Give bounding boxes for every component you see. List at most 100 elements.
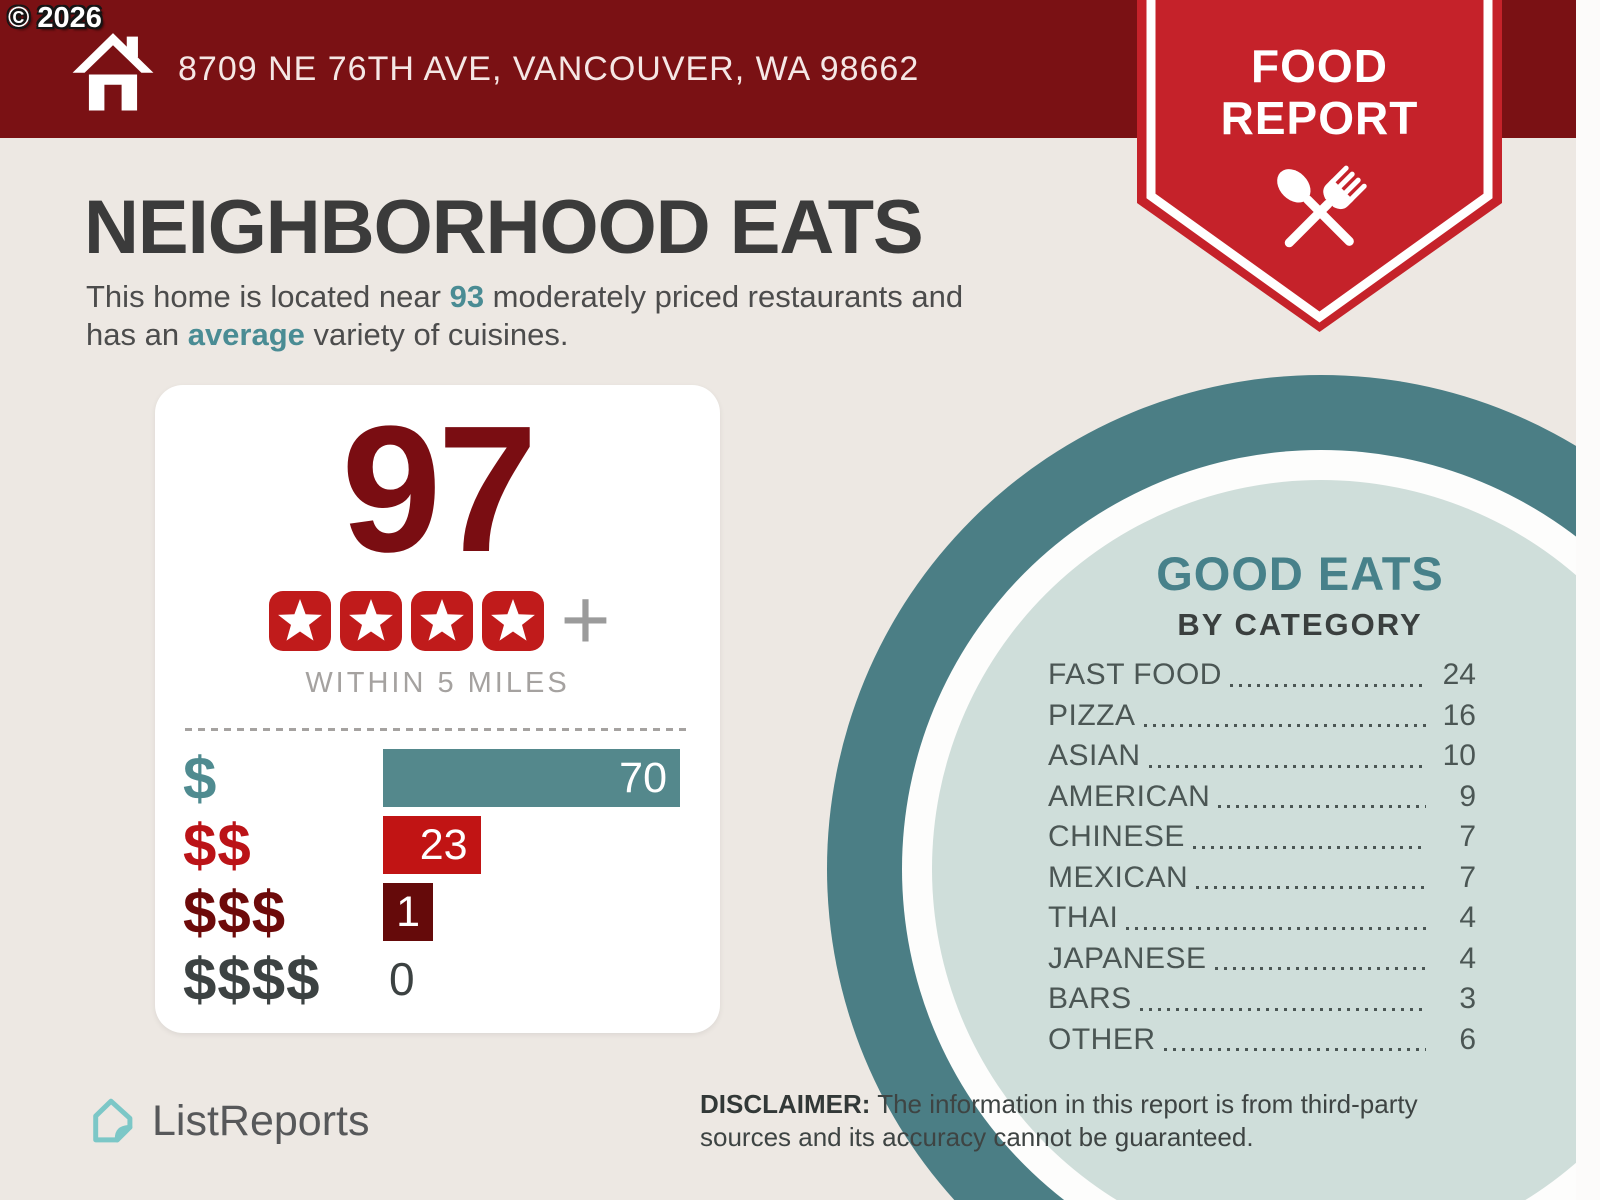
- category-row: JAPANESE 4: [1048, 939, 1476, 980]
- price-label: $$$: [183, 878, 287, 946]
- dotted-leader: [1192, 845, 1426, 849]
- dotted-leader: [1163, 1048, 1426, 1051]
- category-label: CHINESE: [1048, 820, 1185, 854]
- home-icon: [70, 26, 156, 116]
- good-eats-heading: GOOD EATS BY CATEGORY: [1100, 546, 1500, 643]
- category-row: MEXICAN 7: [1048, 858, 1476, 899]
- category-row: FAST FOOD 24: [1048, 655, 1476, 696]
- category-row: ASIAN 10: [1048, 736, 1476, 777]
- disclaimer-text: The information in this report is from t…: [700, 1089, 1418, 1152]
- star-icon: [268, 588, 332, 652]
- dotted-leader: [1126, 926, 1426, 930]
- category-value: 6: [1459, 1022, 1476, 1056]
- disclaimer: DISCLAIMER: The information in this repo…: [700, 1088, 1470, 1154]
- good-eats-subtitle: BY CATEGORY: [1177, 607, 1423, 642]
- dotted-leader: [1139, 1007, 1426, 1011]
- category-label: BARS: [1048, 982, 1132, 1016]
- intro-subtitle: This home is located near 93 moderately …: [86, 278, 1116, 354]
- dotted-leader: [1143, 724, 1426, 727]
- category-label: THAI: [1048, 901, 1119, 935]
- category-label: FAST FOOD: [1048, 658, 1222, 692]
- bar-zone: 70 70: [383, 749, 692, 807]
- radius-label: WITHIN 5 MILES: [305, 667, 570, 699]
- star-icon: [339, 588, 403, 652]
- dotted-leader: [1214, 967, 1426, 970]
- plus-sign: +: [560, 572, 611, 668]
- category-list: FAST FOOD 24 PIZZA 16 ASIAN 10 AMERICAN …: [1048, 655, 1476, 1060]
- dotted-leader: [1218, 805, 1426, 808]
- page-title: NEIGHBORHOOD EATS: [84, 185, 924, 270]
- restaurant-count: 93: [449, 279, 485, 314]
- badge-line2: REPORT: [1220, 92, 1419, 144]
- star-icon: [481, 588, 545, 652]
- dashed-divider: [185, 728, 690, 731]
- copyright-text: © 2026: [8, 2, 102, 34]
- zero-value: 0: [389, 953, 415, 1005]
- price-label: $: [183, 744, 218, 812]
- price-bar-chart: $ 70 70 $$ 23 23 $$$ 1 1: [155, 745, 720, 1013]
- star-tiles: [264, 588, 548, 652]
- category-label: PIZZA: [1048, 698, 1136, 732]
- category-value: 16: [1442, 698, 1476, 732]
- listreports-logo: ListReports: [84, 1094, 369, 1148]
- price-label: $$$$: [183, 945, 321, 1013]
- bar-fill: 23: [383, 816, 481, 874]
- category-label: AMERICAN: [1048, 779, 1211, 813]
- badge-title: FOOD REPORT: [1137, 40, 1502, 144]
- bar-zone: 0 0: [383, 950, 692, 1008]
- category-value: 7: [1459, 860, 1476, 894]
- subtitle-part3: has an: [86, 317, 188, 352]
- category-row: PIZZA 16: [1048, 696, 1476, 737]
- category-label: ASIAN: [1048, 739, 1141, 773]
- category-row: OTHER 6: [1048, 1020, 1476, 1061]
- price-bar-row: $ 70 70: [183, 745, 692, 812]
- bar-value: 23: [419, 820, 468, 869]
- category-row: CHINESE 7: [1048, 817, 1476, 858]
- circle-interior: [932, 480, 1600, 1200]
- badge-line1: FOOD: [1251, 40, 1388, 92]
- eats-score: 97: [341, 389, 537, 590]
- bar-zone: 23 23: [383, 816, 692, 874]
- subtitle-part2: moderately priced restaurants and: [484, 279, 964, 314]
- bar-fill: 70: [383, 749, 680, 807]
- category-value: 10: [1442, 739, 1476, 773]
- category-value: 4: [1459, 941, 1476, 975]
- dotted-leader: [1229, 683, 1426, 687]
- category-value: 24: [1442, 658, 1476, 692]
- variety-level: average: [187, 317, 305, 352]
- dotted-leader: [1148, 764, 1426, 768]
- bar-zone: 1 1: [383, 883, 692, 941]
- good-eats-title: GOOD EATS: [1156, 547, 1444, 600]
- bar-value: 70: [619, 753, 667, 802]
- category-value: 4: [1459, 901, 1476, 935]
- star-icon: [410, 588, 474, 652]
- dotted-leader: [1196, 886, 1426, 889]
- category-value: 3: [1459, 982, 1476, 1016]
- category-row: BARS 3: [1048, 979, 1476, 1020]
- right-edge-strip: [1576, 0, 1600, 1200]
- brand-name: ListReports: [152, 1096, 370, 1145]
- star-rating: +: [155, 572, 720, 668]
- score-card: 97 + WITHIN 5 MILES $: [155, 385, 720, 1033]
- food-report-badge: FOOD REPORT: [1137, 0, 1502, 338]
- price-label: $$: [183, 811, 252, 879]
- bar-value: 1: [396, 887, 420, 936]
- category-label: JAPANESE: [1048, 941, 1207, 975]
- property-address: 8709 NE 76TH AVE, VANCOUVER, WA 98662: [178, 49, 920, 88]
- bar-fill: 1: [383, 883, 433, 941]
- category-value: 9: [1459, 779, 1476, 813]
- price-bar-row: $$ 23 23: [183, 812, 692, 879]
- subtitle-part1: This home is located near: [86, 279, 450, 314]
- subtitle-part4: variety of cuisines.: [304, 317, 569, 352]
- category-label: MEXICAN: [1048, 860, 1189, 894]
- price-bar-row: $$$ 1 1: [183, 879, 692, 946]
- category-value: 7: [1459, 820, 1476, 854]
- category-label: OTHER: [1048, 1022, 1156, 1056]
- disclaimer-label: DISCLAIMER:: [700, 1089, 871, 1119]
- category-row: AMERICAN 9: [1048, 777, 1476, 818]
- spoon-fork-icon: [1260, 152, 1380, 277]
- category-row: THAI 4: [1048, 898, 1476, 939]
- listreports-house-icon: [93, 1098, 133, 1143]
- price-bar-row: $$$$ 0 0: [183, 946, 692, 1013]
